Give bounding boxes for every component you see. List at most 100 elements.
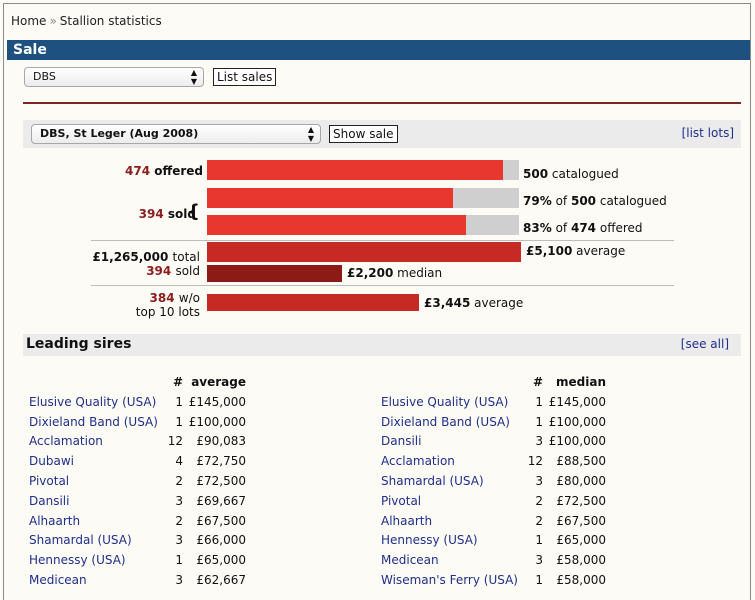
sold-count: 394	[138, 207, 164, 221]
sold-offered-pct: 83%	[523, 221, 552, 235]
table-row: Elusive Quality (USA) 1 £145,000	[381, 392, 606, 412]
sold-offered-bar	[207, 215, 466, 235]
breadcrumb-home[interactable]: Home	[11, 14, 47, 28]
table-row: Dansili 3 £69,667	[29, 491, 246, 511]
section-header: Sale	[7, 40, 750, 60]
sales-select[interactable]: DBS ▲ ▼	[24, 67, 204, 87]
sire-count: 3	[535, 434, 543, 449]
excl-count: 384	[149, 291, 175, 305]
sire-name-link[interactable]: Hennessy (USA)	[29, 553, 126, 568]
header-count: #	[172, 375, 183, 389]
sire-name-link[interactable]: Elusive Quality (USA)	[381, 394, 509, 409]
offered-bar	[207, 160, 503, 180]
sires-median-table: # median Elusive Quality (USA) 1 £145,000 D…	[381, 372, 606, 590]
sire-name-link[interactable]: Shamardal (USA)	[29, 533, 132, 548]
sire-value: £58,000	[556, 553, 606, 568]
sire-count: 3	[535, 474, 543, 489]
sire-name-link[interactable]: Dixieland Band (USA)	[29, 414, 158, 429]
table-row: Dixieland Band (USA) 1 £100,000	[29, 412, 246, 432]
sire-count: 1	[535, 573, 543, 588]
sire-value: £65,000	[196, 553, 246, 568]
sold-offered-bar-bg	[207, 215, 519, 235]
sale-toolbar: DBS, St Leger (Aug 2008) ▲ ▼ Show sale [l…	[23, 120, 741, 148]
sire-value: £67,500	[196, 513, 246, 528]
sire-count: 3	[535, 553, 543, 568]
sire-value: £145,000	[188, 394, 246, 409]
sire-count: 1	[535, 414, 543, 429]
average-value: £5,100	[526, 244, 573, 258]
sale-select[interactable]: DBS, St Leger (Aug 2008) ▲ ▼	[31, 124, 321, 144]
total-amount: £1,265,000	[92, 250, 169, 264]
total-sold-label: 394 sold	[146, 264, 200, 278]
offered-right-text: 500 catalogued	[523, 167, 619, 181]
sire-value: £80,000	[556, 474, 606, 489]
offered-text: offered	[154, 164, 203, 178]
table-row: Pivotal 2 £72,500	[29, 471, 246, 491]
sire-name-link[interactable]: Elusive Quality (USA)	[29, 394, 157, 409]
show-sale-button[interactable]: Show sale	[329, 125, 398, 143]
leading-sires-header: Leading sires [see all]	[23, 334, 741, 356]
sold-catalogued-of: of	[555, 194, 568, 208]
table-row: Acclamation 12 £88,500	[381, 451, 606, 471]
sire-value: £90,083	[196, 434, 246, 449]
sire-name-link[interactable]: Pivotal	[381, 493, 422, 508]
sire-value: £62,667	[196, 573, 246, 588]
table-row: Shamardal (USA) 3 £80,000	[381, 471, 606, 491]
select-arrows-icon: ▲ ▼	[307, 125, 314, 143]
excl-average-label: average	[474, 296, 524, 310]
excl-average-text: £3,445 average	[424, 296, 523, 310]
excl-label-2: top 10 lots	[135, 305, 200, 319]
average-bar	[207, 242, 521, 262]
sire-name-link[interactable]: Acclamation	[29, 434, 103, 449]
sire-name-link[interactable]: Medicean	[29, 573, 87, 588]
sire-name-link[interactable]: Wiseman's Ferry (USA)	[381, 573, 518, 588]
table-row: Pivotal 2 £72,500	[381, 491, 606, 511]
offered-label: 474 offered	[125, 164, 203, 178]
table-row: Wiseman's Ferry (USA) 1 £58,000	[381, 570, 606, 590]
total-label: £1,265,000 total	[92, 250, 200, 264]
median-label: median	[397, 266, 443, 280]
sales-select-value: DBS	[33, 70, 56, 83]
sire-name-link[interactable]: Acclamation	[381, 454, 455, 469]
list-sales-button[interactable]: List sales	[213, 68, 277, 86]
sire-name-link[interactable]: Medicean	[381, 553, 439, 568]
table-row: Elusive Quality (USA) 1 £145,000	[29, 392, 246, 412]
sire-value: £67,500	[556, 513, 606, 528]
sire-count: 1	[535, 394, 543, 409]
sire-name-link[interactable]: Shamardal (USA)	[381, 474, 484, 489]
header-median: median	[556, 375, 606, 389]
sire-name-link[interactable]: Pivotal	[29, 474, 70, 489]
sire-value: £69,667	[196, 493, 246, 508]
sire-count: 1	[175, 553, 183, 568]
sire-count: 12	[527, 454, 543, 469]
sire-name-link[interactable]: Dubawi	[29, 454, 74, 469]
sire-count: 1	[175, 414, 183, 429]
sire-value: £66,000	[196, 533, 246, 548]
sire-name-link[interactable]: Dixieland Band (USA)	[381, 414, 510, 429]
sire-name-link[interactable]: Dansili	[381, 434, 422, 449]
sire-count: 1	[175, 394, 183, 409]
sold-catalogued-base: 500	[570, 194, 597, 208]
sire-name-link[interactable]: Alhaarth	[381, 513, 433, 528]
divider	[23, 102, 741, 104]
offered-count: 474	[125, 164, 151, 178]
select-arrows-icon: ▲ ▼	[190, 68, 197, 86]
sire-count: 4	[175, 454, 183, 469]
sold-catalogued-suffix: catalogued	[599, 194, 667, 208]
sale-stats-chart: 474 offered 500 catalogued 394 sold { 79…	[4, 154, 755, 322]
table-row: Hennessy (USA) 1 £65,000	[29, 550, 246, 570]
sold-label: 394 sold	[139, 207, 196, 221]
see-all-link[interactable]: [see all]	[680, 337, 729, 351]
sire-name-link[interactable]: Dansili	[29, 493, 70, 508]
breadcrumb-separator: »	[49, 14, 57, 28]
sire-name-link[interactable]: Alhaarth	[29, 513, 81, 528]
total-text: total	[172, 250, 200, 264]
list-lots-link[interactable]: [list lots]	[681, 126, 734, 140]
sire-name-link[interactable]: Hennessy (USA)	[381, 533, 478, 548]
sires-average-table: # average Elusive Quality (USA) 1 £145,000…	[29, 372, 246, 590]
sire-count: 2	[175, 474, 183, 489]
median-bar	[207, 265, 342, 282]
table-row: Alhaarth 2 £67,500	[29, 511, 246, 531]
sire-count: 3	[175, 573, 183, 588]
excl-average-bar	[207, 294, 419, 311]
